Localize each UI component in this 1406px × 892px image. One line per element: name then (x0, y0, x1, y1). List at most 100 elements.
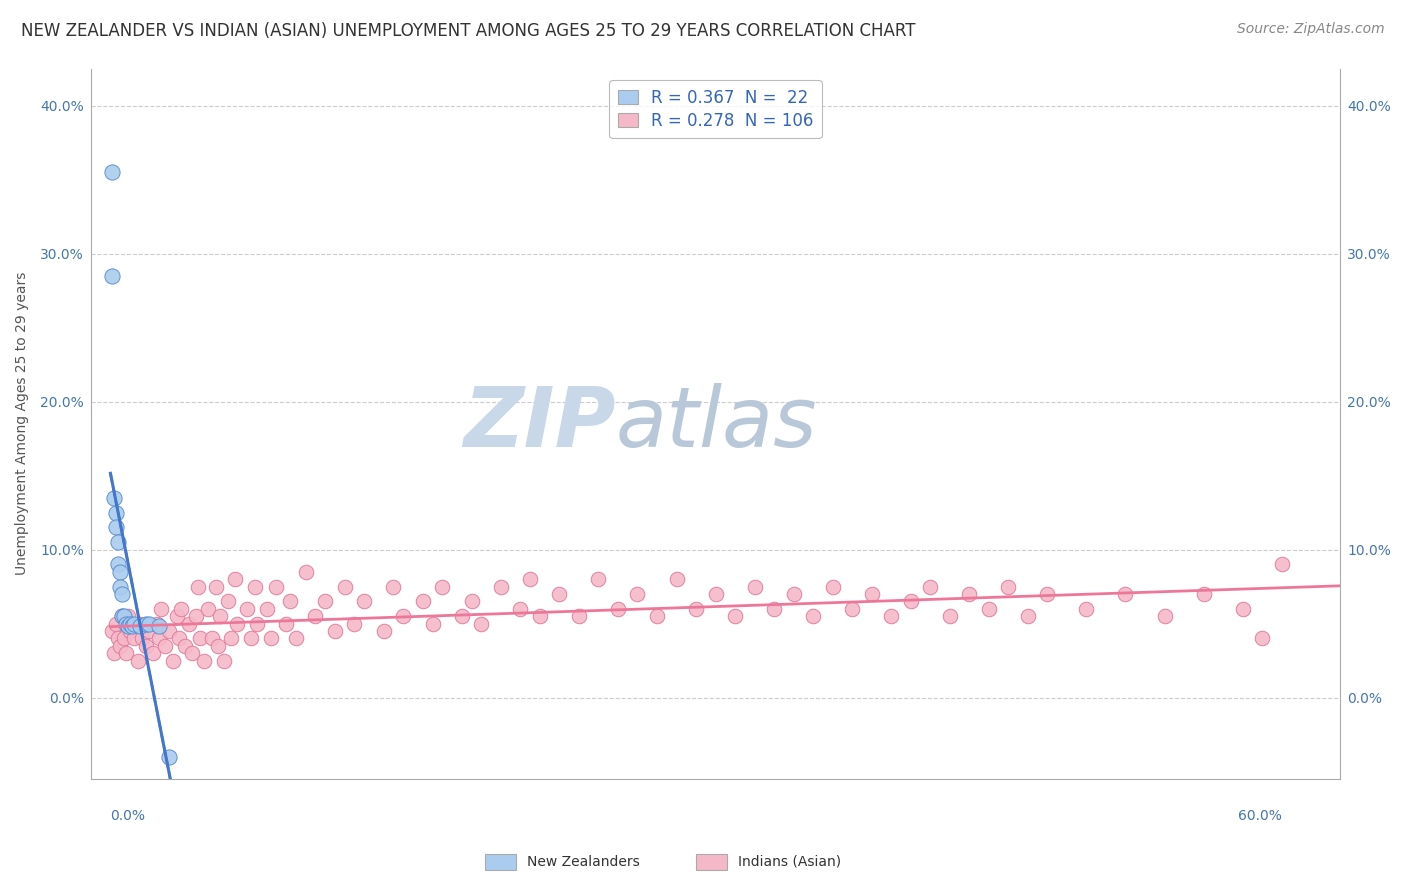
Point (939, 609, 962, 624)
Point (111, 587, 134, 601)
Point (167, 632, 190, 646)
Point (860, 587, 883, 601)
Point (519, 572, 541, 586)
Point (118, 616, 141, 631)
Point (118, 624, 141, 638)
Text: 60.0%: 60.0% (1237, 809, 1282, 823)
Point (568, 609, 591, 624)
Point (821, 580, 844, 594)
Point (221, 632, 243, 646)
Point (460, 594, 482, 608)
Point (1251, 632, 1274, 646)
Point (920, 580, 942, 594)
Point (997, 580, 1019, 594)
Legend: R = 0.367  N =  22, R = 0.278  N = 106: R = 0.367 N = 22, R = 0.278 N = 106 (609, 80, 821, 138)
Point (1114, 587, 1136, 601)
Point (148, 632, 170, 646)
Point (197, 601, 219, 615)
Point (343, 616, 366, 631)
Point (103, 491, 125, 505)
Point (166, 609, 188, 624)
Point (256, 601, 278, 615)
Point (226, 616, 249, 631)
Point (278, 594, 301, 608)
Point (509, 601, 531, 615)
Point (150, 601, 173, 615)
Point (138, 616, 160, 631)
Point (181, 646, 204, 660)
Text: 0.0%: 0.0% (111, 809, 145, 823)
Point (177, 616, 200, 631)
Point (314, 594, 336, 608)
Point (142, 646, 165, 660)
Point (284, 632, 307, 646)
Point (205, 580, 228, 594)
Point (304, 609, 326, 624)
Point (294, 565, 316, 579)
Point (131, 632, 153, 646)
Point (117, 609, 139, 624)
Point (146, 616, 169, 631)
Point (529, 609, 551, 624)
Point (1153, 609, 1175, 624)
Point (224, 572, 246, 586)
Point (1076, 601, 1098, 615)
Point (276, 616, 298, 631)
Y-axis label: Unemployment Among Ages 25 to 29 years: Unemployment Among Ages 25 to 29 years (15, 272, 30, 575)
Point (188, 632, 211, 646)
Point (148, 619, 170, 633)
Point (122, 616, 145, 631)
Point (1192, 587, 1215, 601)
Point (115, 646, 138, 660)
Text: Source: ZipAtlas.com: Source: ZipAtlas.com (1237, 22, 1385, 37)
Point (186, 609, 208, 624)
Point (243, 580, 266, 594)
Point (422, 616, 444, 631)
Point (246, 616, 269, 631)
Point (382, 580, 405, 594)
Point (900, 594, 922, 608)
Point (117, 619, 139, 633)
Point (170, 601, 193, 615)
Point (977, 601, 1000, 615)
Text: atlas: atlas (616, 384, 817, 464)
Point (489, 580, 512, 594)
Point (704, 587, 727, 601)
Point (266, 580, 288, 594)
Text: NEW ZEALANDER VS INDIAN (ASIAN) UNEMPLOYMENT AMONG AGES 25 TO 29 YEARS CORRELATI: NEW ZEALANDER VS INDIAN (ASIAN) UNEMPLOY… (21, 22, 915, 40)
Point (135, 639, 157, 653)
Point (108, 565, 131, 579)
Point (744, 580, 766, 594)
Point (208, 609, 231, 624)
Point (187, 580, 209, 594)
Point (373, 624, 395, 638)
Point (138, 624, 160, 638)
Point (1036, 587, 1059, 601)
Point (111, 609, 134, 624)
Point (665, 572, 688, 586)
Point (412, 594, 434, 608)
Text: Indians (Asian): Indians (Asian) (738, 855, 841, 869)
Point (105, 506, 128, 520)
Point (108, 639, 131, 653)
Point (841, 601, 863, 615)
Text: New Zealanders: New Zealanders (527, 855, 640, 869)
Point (626, 587, 648, 601)
Point (162, 653, 184, 667)
Point (470, 616, 492, 631)
Point (207, 639, 229, 653)
Point (101, 624, 124, 638)
Point (157, 749, 180, 764)
Point (724, 609, 747, 624)
Point (115, 616, 138, 631)
Point (801, 609, 824, 624)
Point (128, 616, 150, 631)
Point (217, 594, 239, 608)
Point (108, 580, 131, 594)
Point (259, 632, 281, 646)
Text: ZIP: ZIP (463, 384, 616, 464)
Point (880, 609, 903, 624)
Point (548, 587, 571, 601)
Point (685, 601, 707, 615)
Point (105, 616, 128, 631)
